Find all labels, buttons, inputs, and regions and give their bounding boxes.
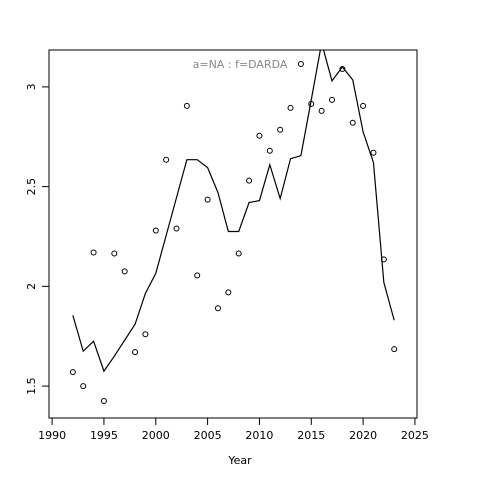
point: [287, 104, 294, 111]
y-tick-label: 2.5: [25, 178, 38, 196]
point: [69, 369, 76, 376]
x-tick-label: 1995: [90, 429, 118, 442]
point: [80, 383, 87, 390]
annotation: a=NA : f=DARDA: [193, 58, 288, 71]
point: [183, 102, 190, 109]
point: [214, 305, 221, 312]
point: [142, 331, 149, 338]
point: [90, 249, 97, 256]
x-tick-label: 2000: [142, 429, 170, 442]
x-tick-label: 1990: [38, 429, 66, 442]
x-tick-label: 2005: [194, 429, 222, 442]
point: [370, 149, 377, 156]
point: [163, 156, 170, 163]
point: [349, 119, 356, 126]
plot-area: [69, 50, 398, 405]
point: [318, 107, 325, 114]
y-tick-label: 2: [25, 283, 38, 290]
point: [391, 346, 398, 353]
point: [173, 225, 180, 232]
x-tick-label: 2025: [401, 429, 429, 442]
point: [132, 349, 139, 356]
point: [246, 177, 253, 184]
point: [225, 289, 232, 296]
y-tick-label: 1.5: [25, 377, 38, 395]
point: [277, 126, 284, 133]
point: [100, 398, 107, 405]
line: [72, 50, 395, 373]
y-tick-label: 3: [25, 83, 38, 90]
point: [111, 250, 118, 257]
point: [152, 227, 159, 234]
point: [256, 132, 263, 139]
point: [121, 268, 128, 275]
x-axis-label: Year: [227, 454, 252, 467]
x-tick-label: 2010: [245, 429, 273, 442]
point: [328, 96, 335, 103]
point: [194, 272, 201, 279]
point: [235, 250, 242, 257]
x-tick-label: 2020: [349, 429, 377, 442]
point: [297, 60, 304, 67]
x-tick-label: 2015: [297, 429, 325, 442]
point: [360, 102, 367, 109]
point: [266, 147, 273, 154]
point: [204, 196, 211, 203]
